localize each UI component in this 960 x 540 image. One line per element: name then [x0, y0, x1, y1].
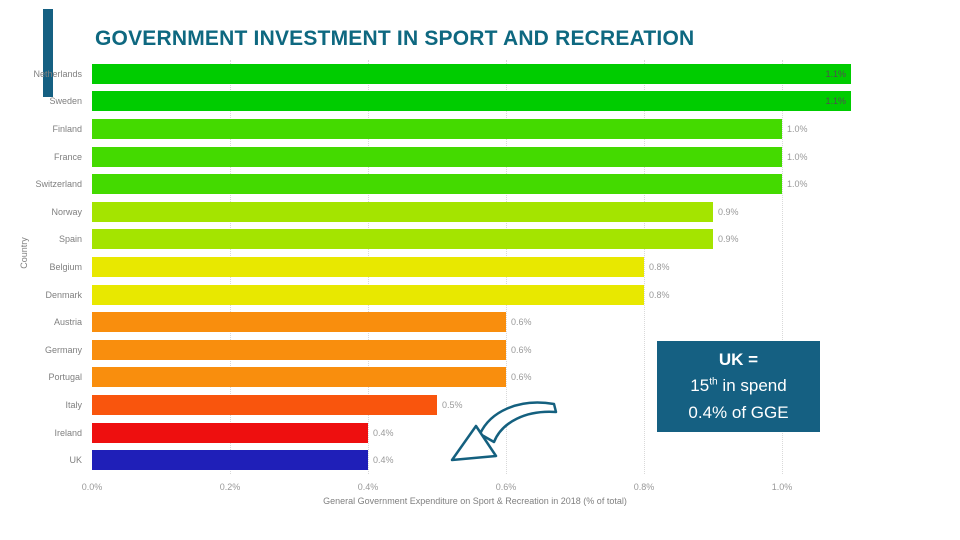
value-label: 1.0% [787, 123, 808, 134]
value-label: 1.0% [787, 151, 808, 162]
category-label: Belgium [49, 261, 82, 272]
accent-bar [43, 9, 53, 97]
bar-row: 0.9% [92, 226, 858, 254]
category-label: Ireland [54, 427, 82, 438]
bar-belgium [92, 256, 644, 277]
bar-uk [92, 450, 368, 471]
value-label: 1.0% [787, 179, 808, 190]
plot-area: 1.1% 1.1% 1.0% 1.0% 1.0% 0.9% 0.9% 0.8% 0.8% 0.6%… [92, 60, 858, 474]
category-label: Switzerland [35, 179, 82, 190]
x-axis-title: General Government Expenditure on Sport … [323, 496, 627, 506]
category-label: UK [69, 455, 82, 466]
category-label: Portugal [48, 372, 82, 383]
category-label: Sweden [49, 96, 82, 107]
x-tick: 0.2% [219, 482, 241, 492]
uk-callout: UK = 15th in spend 0.4% of GGE [657, 341, 820, 432]
value-label: 0.6% [511, 344, 532, 355]
bar-row: 0.5% [92, 391, 858, 419]
bar-row: 0.4% [92, 446, 858, 474]
bar-denmark [92, 284, 644, 305]
value-label: 1.1% [825, 96, 846, 107]
category-labels: Netherlands Sweden Finland France Switzerlan… [0, 60, 86, 474]
category-label: Finland [52, 123, 82, 134]
value-label: 0.9% [718, 206, 739, 217]
bar-row: 0.4% [92, 419, 858, 447]
value-label: 0.4% [373, 455, 394, 466]
bar-italy [92, 394, 437, 415]
x-tick: 0.6% [495, 482, 517, 492]
value-label: 0.5% [442, 399, 463, 410]
bar-row: 0.6% [92, 336, 858, 364]
value-label: 0.8% [649, 289, 670, 300]
value-label: 0.9% [718, 234, 739, 245]
category-label: Spain [58, 234, 82, 245]
callout-line2: 15th in spend [690, 376, 787, 396]
category-label: Netherlands [33, 68, 82, 79]
bar-row: 0.8% [92, 281, 858, 309]
category-label: Norway [51, 206, 82, 217]
bar-row: 0.6% [92, 308, 858, 336]
bar-france [92, 146, 782, 167]
x-tick: 0.0% [81, 482, 103, 492]
bar-norway [92, 201, 713, 222]
bar-netherlands: 1.1% [92, 63, 851, 84]
x-tick: 0.8% [633, 482, 655, 492]
callout-line3: 0.4% of GGE [688, 402, 789, 422]
page-title: GOVERNMENT INVESTMENT IN SPORT AND RECRE… [95, 27, 695, 50]
gridline [782, 60, 783, 474]
bar-rows: 1.1% 1.1% 1.0% 1.0% 1.0% 0.9% 0.9% 0.8% 0.8% 0.6%… [92, 60, 858, 474]
value-label: 0.4% [373, 427, 394, 438]
bar-row: 1.0% [92, 115, 858, 143]
bar-portugal [92, 367, 506, 388]
bar-row: 1.0% [92, 170, 858, 198]
bar-row: 0.8% [92, 253, 858, 281]
callout-line1: UK = [718, 349, 759, 369]
bar-austria [92, 312, 506, 333]
value-label: 0.6% [511, 317, 532, 328]
bar-row: 1.1% [92, 88, 858, 116]
bar-spain [92, 229, 713, 250]
bar-finland [92, 118, 782, 139]
bar-germany [92, 339, 506, 360]
bar-row: 0.6% [92, 364, 858, 392]
category-label: Italy [65, 399, 82, 410]
bar-switzerland [92, 174, 782, 195]
bar-row: 1.1% [92, 60, 858, 88]
category-label: Austria [53, 317, 82, 328]
x-axis-ticks: 0.0% 0.2% 0.4% 0.6% 0.8% 1.0% [82, 482, 858, 494]
value-label: 1.1% [825, 68, 846, 79]
category-label: Denmark [45, 289, 82, 300]
bar-sweden: 1.1% [92, 91, 851, 112]
curved-arrow-icon [450, 401, 558, 462]
x-tick: 0.4% [357, 482, 379, 492]
bar-row: 1.0% [92, 143, 858, 171]
bar-ireland [92, 422, 368, 443]
value-label: 0.6% [511, 372, 532, 383]
gridline [644, 60, 645, 474]
category-label: Germany [44, 344, 82, 355]
x-tick: 1.0% [771, 482, 793, 492]
value-label: 0.8% [649, 261, 670, 272]
category-label: France [53, 151, 82, 162]
bar-row: 0.9% [92, 198, 858, 226]
